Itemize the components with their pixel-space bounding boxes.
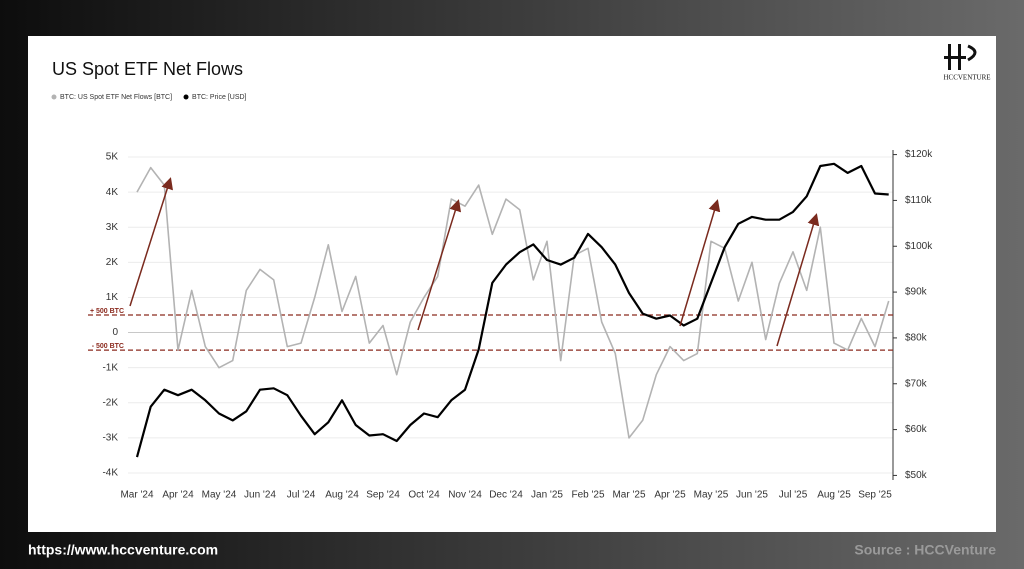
- card: [28, 36, 996, 532]
- x-tick-label: Mar '24: [120, 490, 153, 501]
- x-tick-label: Oct '24: [408, 490, 440, 501]
- y-tick-label: 4K: [106, 187, 119, 198]
- x-tick-label: Aug '24: [325, 490, 359, 501]
- footer-url: https://www.hccventure.com: [28, 542, 218, 558]
- legend-label: BTC: Price [USD]: [192, 94, 247, 101]
- y-tick-label: 1K: [106, 292, 119, 303]
- y2-tick-label: $90k: [905, 287, 928, 298]
- legend-marker: [183, 94, 189, 100]
- x-tick-label: Jan '25: [531, 490, 563, 501]
- x-tick-label: Sep '24: [366, 490, 400, 501]
- x-tick-label: Jul '24: [287, 490, 316, 501]
- x-tick-label: Sep '25: [858, 490, 892, 501]
- footer-source: Source : HCCVenture: [854, 542, 996, 558]
- y-tick-label: -3K: [102, 433, 118, 444]
- y-tick-label: 2K: [106, 257, 119, 268]
- y2-tick-label: $50k: [905, 470, 928, 481]
- x-tick-label: Apr '25: [654, 490, 686, 501]
- logo-text: HCCVENTURE: [943, 74, 990, 82]
- y-tick-label: 0: [112, 327, 118, 338]
- x-tick-label: May '25: [694, 490, 729, 501]
- y2-tick-label: $120k: [905, 149, 933, 160]
- y2-tick-label: $60k: [905, 424, 928, 435]
- legend-marker: [51, 94, 57, 100]
- y-tick-label: -4K: [102, 468, 118, 479]
- x-tick-label: Jul '25: [779, 490, 808, 501]
- y2-tick-label: $70k: [905, 378, 928, 389]
- x-tick-label: Apr '24: [162, 490, 194, 501]
- chart-title: US Spot ETF Net Flows: [52, 59, 243, 79]
- y-tick-label: 3K: [106, 222, 119, 233]
- x-tick-label: Jun '24: [244, 490, 276, 501]
- y-tick-label: -1K: [102, 362, 118, 373]
- x-tick-label: Nov '24: [448, 490, 482, 501]
- series-line: [136, 166, 890, 439]
- reference-label: - 500 BTC: [92, 343, 124, 350]
- x-tick-label: Dec '24: [489, 490, 523, 501]
- x-tick-label: May '24: [202, 490, 237, 501]
- logo: HCCVENTURE: [943, 44, 991, 82]
- x-tick-label: Feb '25: [571, 490, 604, 501]
- x-tick-label: Aug '25: [817, 490, 851, 501]
- y2-tick-label: $110k: [905, 195, 933, 206]
- y-tick-label: 5K: [106, 152, 119, 163]
- legend-label: BTC: US Spot ETF Net Flows [BTC]: [60, 94, 172, 101]
- trend-arrows: [129, 177, 820, 347]
- y-tick-label: -2K: [102, 397, 118, 408]
- reference-label: + 500 BTC: [90, 308, 124, 315]
- x-tick-label: Mar '25: [612, 490, 645, 501]
- series-line: [135, 162, 889, 458]
- x-tick-label: Jun '25: [736, 490, 768, 501]
- y2-tick-label: $100k: [905, 241, 933, 252]
- y2-tick-label: $80k: [905, 333, 928, 344]
